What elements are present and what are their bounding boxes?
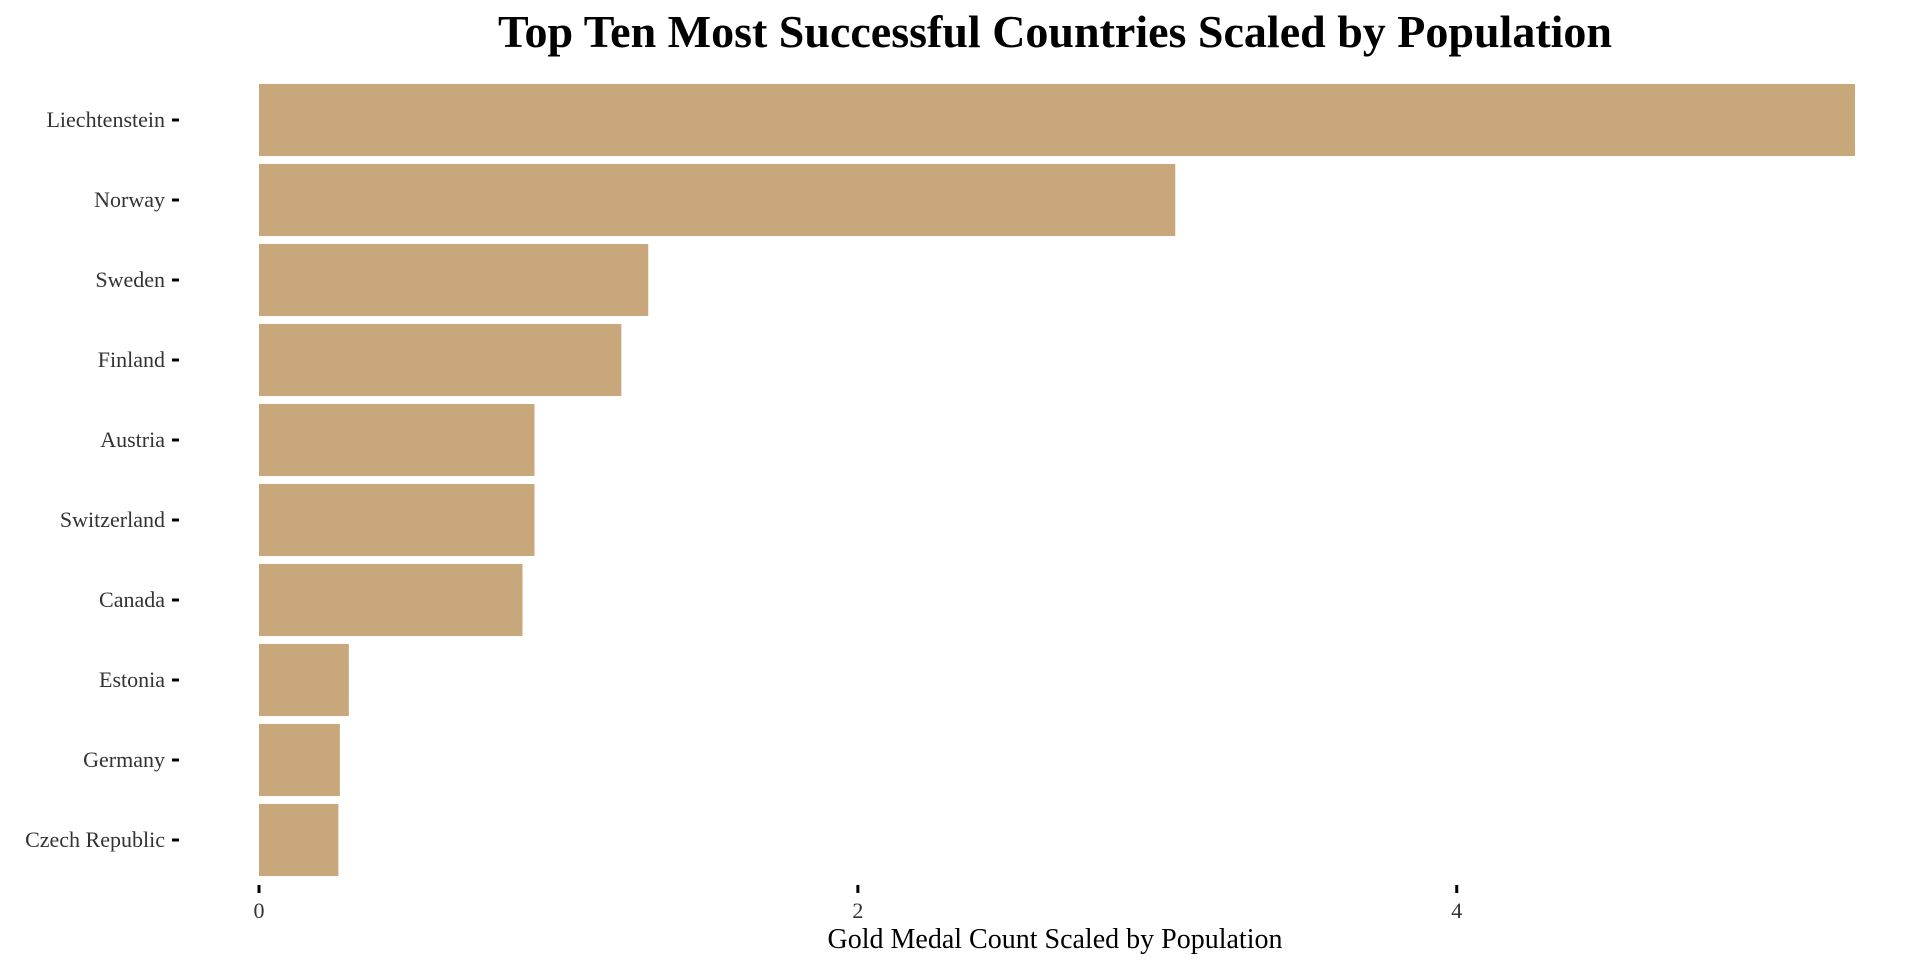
x-axis: 0 2 4 <box>254 885 1462 923</box>
bars <box>259 84 1855 876</box>
bar-canada <box>259 564 523 636</box>
y-tick-label: Austria <box>100 427 165 452</box>
bar-czech-republic <box>259 804 339 876</box>
x-tick-label: 2 <box>852 898 863 923</box>
y-tick-label: Canada <box>99 587 165 612</box>
y-tick-label: Switzerland <box>60 507 165 532</box>
y-tick-label: Norway <box>94 187 165 212</box>
bar-austria <box>259 404 535 476</box>
x-tick-label: 0 <box>254 898 265 923</box>
bar-liechtenstein <box>259 84 1855 156</box>
x-tick-label: 4 <box>1451 898 1462 923</box>
y-tick-label: Sweden <box>95 267 165 292</box>
y-tick-label: Estonia <box>99 667 165 692</box>
y-tick-label: Germany <box>83 747 165 772</box>
bar-estonia <box>259 644 349 716</box>
y-tick-label: Finland <box>98 347 165 372</box>
bar-germany <box>259 724 340 796</box>
chart-title: Top Ten Most Successful Countries Scaled… <box>498 6 1612 57</box>
y-tick-label: Liechtenstein <box>46 107 165 132</box>
bar-norway <box>259 164 1176 236</box>
y-axis: Liechtenstein Norway Sweden Finland Austria S… <box>25 107 179 852</box>
bar-sweden <box>259 244 649 316</box>
x-axis-title: Gold Medal Count Scaled by Population <box>828 924 1283 955</box>
y-tick-label: Czech Republic <box>25 827 165 852</box>
bar-switzerland <box>259 484 535 556</box>
bar-finland <box>259 324 622 396</box>
